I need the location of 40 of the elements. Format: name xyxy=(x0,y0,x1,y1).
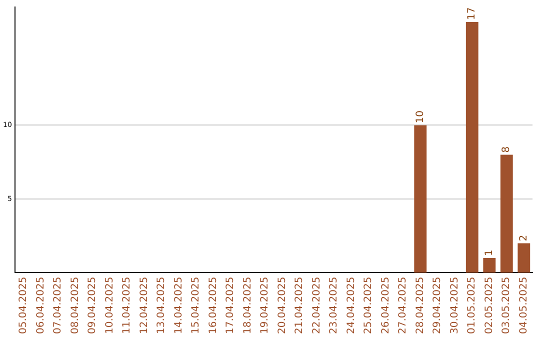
data-label: 8 xyxy=(501,146,512,153)
x-tick-label: 12.04.2025 xyxy=(138,276,150,334)
x-tick-label: 07.04.2025 xyxy=(52,276,64,334)
bar xyxy=(414,125,427,273)
x-tick-label: 02.05.2025 xyxy=(484,276,495,334)
x-tick-label: 09.04.2025 xyxy=(87,276,98,334)
x-tick-label: 29.04.2025 xyxy=(432,276,444,334)
x-tick-label: 23.04.2025 xyxy=(328,276,340,334)
x-tick-label: 15.04.2025 xyxy=(190,276,202,334)
bar xyxy=(518,243,530,273)
x-tick-label: 19.04.2025 xyxy=(260,276,271,334)
x-tick-label: 04.05.2025 xyxy=(518,276,530,334)
x-tick-label: 21.04.2025 xyxy=(294,276,306,334)
bar xyxy=(483,258,496,273)
x-tick-label: 26.04.2025 xyxy=(380,276,392,334)
x-tick-label: 20.04.2025 xyxy=(276,276,288,334)
x-tick-label: 03.05.2025 xyxy=(501,276,512,334)
x-tick-label: 05.04.2025 xyxy=(18,276,30,334)
x-tick-label: 30.04.2025 xyxy=(449,276,460,334)
data-label: 10 xyxy=(414,110,426,124)
x-tick-label: 13.04.2025 xyxy=(156,276,168,334)
x-tick-label: 24.04.2025 xyxy=(346,276,357,334)
data-label: 1 xyxy=(484,250,495,256)
x-tick-label: 16.04.2025 xyxy=(208,276,219,334)
data-label: 2 xyxy=(518,234,530,242)
x-tick-label: 10.04.2025 xyxy=(104,276,116,334)
x-tick-label: 28.04.2025 xyxy=(414,276,426,334)
x-tick-label: 01.05.2025 xyxy=(466,276,478,334)
x-tick-label: 18.04.2025 xyxy=(242,276,254,334)
x-tick-label: 22.04.2025 xyxy=(311,276,322,334)
data-label: 17 xyxy=(466,7,478,20)
x-tick-label: 06.04.2025 xyxy=(35,276,46,334)
x-tick-label: 14.04.2025 xyxy=(173,276,184,334)
bar xyxy=(500,154,513,273)
x-tick-label: 17.04.2025 xyxy=(225,276,236,334)
x-tick-label: 25.04.2025 xyxy=(363,276,374,334)
x-tick-label: 27.04.2025 xyxy=(398,276,409,334)
bar xyxy=(466,22,478,273)
x-tick-label: 08.04.2025 xyxy=(70,276,81,334)
x-tick-label: 11.04.2025 xyxy=(122,276,133,334)
